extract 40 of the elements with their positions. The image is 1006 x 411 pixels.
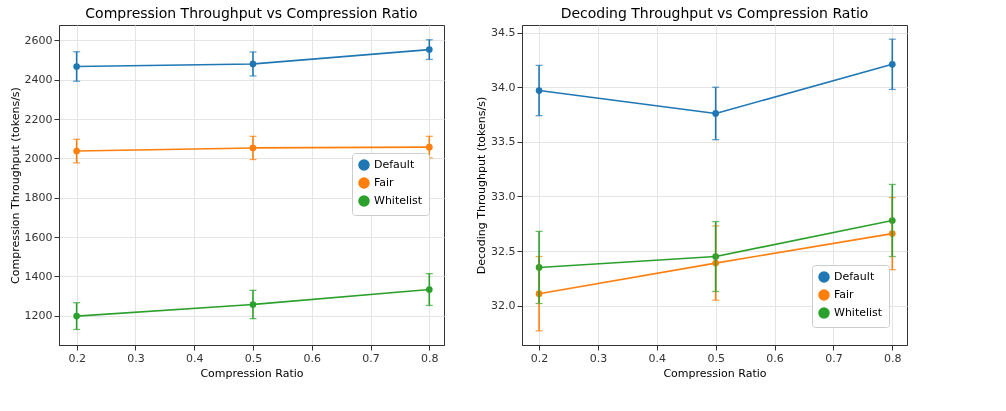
y-tick-label: 1600 — [24, 230, 53, 244]
y-tick-label: 2200 — [24, 112, 53, 126]
legend-label: Fair — [834, 288, 855, 301]
legend-label: Whitelist — [834, 306, 883, 319]
x-tick-label: 0.7 — [362, 351, 380, 365]
x-tick-label: 0.2 — [68, 351, 86, 365]
x-tick-label: 0.5 — [244, 351, 263, 365]
y-tick-label: 2000 — [24, 151, 53, 165]
y-tick-label: 2600 — [24, 33, 53, 47]
y-tick-label: 1400 — [24, 269, 53, 283]
y-axis-title: Compression Throughput (tokens/s) — [8, 87, 22, 284]
x-tick-label: 0.8 — [884, 351, 902, 365]
y-tick-label: 32.5 — [491, 244, 516, 258]
legend-label: Default — [374, 158, 415, 171]
legend-label: Whitelist — [374, 194, 423, 207]
x-tick-label: 0.8 — [421, 351, 439, 365]
x-tick-label: 0.6 — [766, 351, 784, 365]
legend-label: Fair — [374, 176, 395, 189]
x-tick-label: 0.2 — [530, 351, 549, 365]
x-tick-label: 0.6 — [303, 351, 321, 365]
y-tick-label: 1800 — [24, 191, 53, 205]
y-tick-label: 1200 — [24, 309, 53, 323]
x-axis-title: Compression Ratio — [663, 366, 767, 380]
y-tick-label: 33.5 — [491, 135, 516, 149]
x-tick-label: 0.7 — [825, 351, 843, 365]
y-axis-title: Decoding Throughput (tokens/s) — [475, 96, 489, 275]
chart-title: Compression Throughput vs Compression Ratio — [85, 5, 418, 21]
y-tick-label: 34.5 — [491, 26, 516, 40]
y-tick-label: 32.0 — [491, 299, 516, 313]
x-axis-title: Compression Ratio — [200, 366, 304, 380]
y-tick-label: 33.0 — [491, 189, 516, 203]
y-tick-label: 2400 — [24, 73, 53, 87]
legend-label: Default — [834, 270, 875, 283]
x-tick-label: 0.4 — [185, 351, 204, 365]
y-tick-label: 34.0 — [491, 80, 516, 94]
x-tick-label: 0.3 — [589, 351, 608, 365]
x-tick-label: 0.3 — [127, 351, 145, 365]
chart-title: Decoding Throughput vs Compression Ratio — [560, 5, 869, 21]
x-tick-label: 0.4 — [648, 351, 667, 365]
x-tick-label: 0.5 — [707, 351, 725, 365]
